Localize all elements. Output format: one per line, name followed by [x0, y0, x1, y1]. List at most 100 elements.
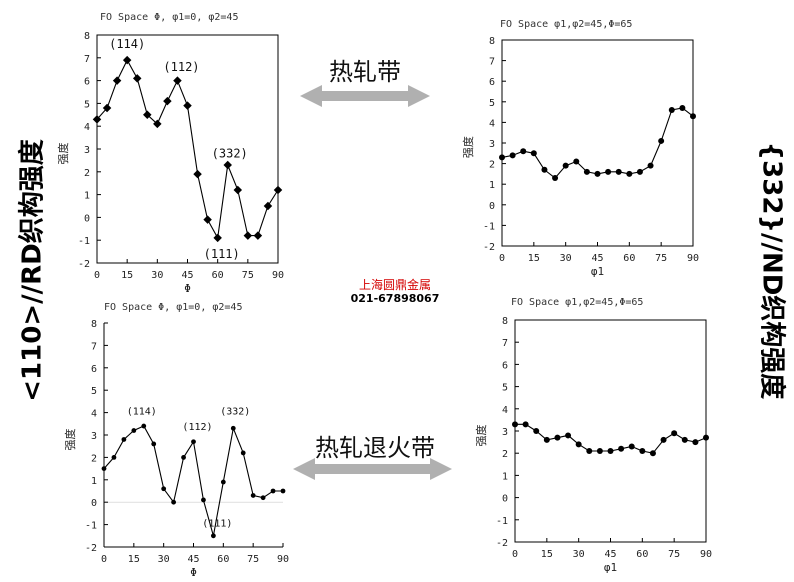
chart-title: FO Space φ1,φ2=45,Φ=65: [500, 19, 632, 30]
x-tick-label: 75: [247, 554, 259, 565]
data-point: [594, 170, 601, 177]
y-axis-label: 强度: [56, 143, 70, 165]
data-point: [121, 437, 127, 442]
x-tick-label: 75: [655, 253, 667, 264]
y-tick-label: 8: [489, 36, 495, 47]
x-tick-label: 75: [242, 270, 254, 281]
plot-frame: [514, 319, 707, 543]
data-point: [131, 428, 137, 433]
y-tick-label: -2: [85, 543, 97, 554]
data-point: [163, 96, 172, 106]
data-point: [649, 450, 656, 457]
series-line: [501, 107, 694, 179]
data-point: [647, 162, 654, 169]
data-point: [583, 168, 590, 175]
y-tick-label: 1: [489, 180, 495, 191]
y-tick-label: -1: [483, 221, 495, 232]
x-axis-label: Φ: [190, 566, 197, 579]
data-point: [575, 441, 582, 448]
x-tick-label: 30: [158, 554, 170, 565]
x-tick-label: 0: [101, 554, 107, 565]
data-point: [263, 201, 273, 211]
y-tick-label: 8: [502, 316, 508, 327]
data-point: [671, 430, 678, 437]
data-point: [132, 74, 142, 83]
x-axis-label: φ1: [604, 561, 617, 574]
data-point: [193, 169, 202, 179]
y-tick-label: 6: [91, 364, 97, 375]
y-tick-label: 7: [489, 57, 495, 68]
data-point: [703, 434, 709, 441]
data-point: [173, 76, 182, 85]
data-point: [636, 168, 643, 175]
annotation-label: (114): [109, 37, 145, 51]
data-point: [270, 488, 276, 494]
y-tick-label: 5: [91, 386, 97, 397]
y-tick-label: 5: [489, 98, 495, 109]
y-tick-label: 2: [84, 168, 90, 179]
data-point: [626, 170, 633, 177]
annotation-label: (114): [127, 406, 157, 417]
y-tick-label: -1: [78, 236, 90, 247]
x-tick-label: 60: [217, 554, 229, 565]
data-point: [183, 101, 192, 110]
x-tick-label: 75: [668, 549, 680, 560]
data-point: [273, 185, 283, 195]
data-point: [692, 439, 699, 446]
x-tick-label: 30: [560, 253, 572, 264]
x-tick-label: 60: [636, 549, 648, 560]
watermark-phone: 021-67898067: [350, 292, 440, 305]
data-point: [586, 447, 593, 454]
data-point: [191, 439, 196, 445]
right-vertical-label: {332}//ND织构强度: [756, 141, 787, 400]
y-tick-label: 5: [502, 383, 508, 394]
data-point: [618, 445, 625, 452]
chart-title: FO Space Φ, φ1=0, φ2=45: [100, 12, 238, 23]
data-point: [250, 493, 256, 498]
x-tick-label: 60: [623, 253, 635, 264]
x-tick-label: 45: [181, 270, 193, 281]
data-point: [151, 441, 157, 447]
data-point: [143, 110, 152, 120]
data-point: [102, 103, 112, 113]
data-point: [522, 421, 529, 428]
y-tick-label: 6: [502, 360, 508, 371]
annotation-label: (332): [220, 406, 250, 417]
data-point: [668, 107, 675, 114]
x-tick-label: 45: [591, 253, 603, 264]
data-point: [111, 455, 117, 460]
arrows-layer: [293, 85, 452, 480]
data-point: [562, 162, 569, 169]
y-tick-label: 7: [84, 54, 90, 65]
data-point: [639, 447, 646, 454]
data-point: [541, 166, 548, 173]
data-point: [543, 436, 550, 443]
y-axis-label: 强度: [474, 424, 488, 446]
y-tick-label: 0: [84, 213, 90, 224]
data-point: [92, 115, 102, 124]
y-tick-label: 1: [91, 476, 97, 487]
y-tick-label: 5: [84, 99, 90, 110]
y-tick-label: 0: [502, 494, 508, 505]
data-point: [171, 499, 177, 505]
data-point: [552, 175, 559, 182]
y-tick-label: 4: [489, 118, 495, 129]
data-point: [260, 495, 266, 501]
data-point: [520, 148, 527, 155]
data-point: [607, 447, 614, 454]
data-point: [253, 231, 263, 240]
data-point: [596, 447, 603, 454]
y-tick-label: 3: [489, 139, 495, 150]
data-point: [658, 137, 665, 144]
data-point: [628, 443, 635, 450]
data-point: [530, 150, 537, 157]
y-tick-label: 4: [91, 409, 97, 420]
annotation-label: (111): [204, 247, 240, 261]
arrow-label-hot-rolled: 热轧带: [329, 58, 401, 86]
data-point: [240, 450, 246, 456]
data-point: [210, 533, 216, 539]
x-tick-label: 0: [499, 253, 505, 264]
chart-title: FO Space Φ, φ1=0, φ2=45: [104, 302, 242, 313]
